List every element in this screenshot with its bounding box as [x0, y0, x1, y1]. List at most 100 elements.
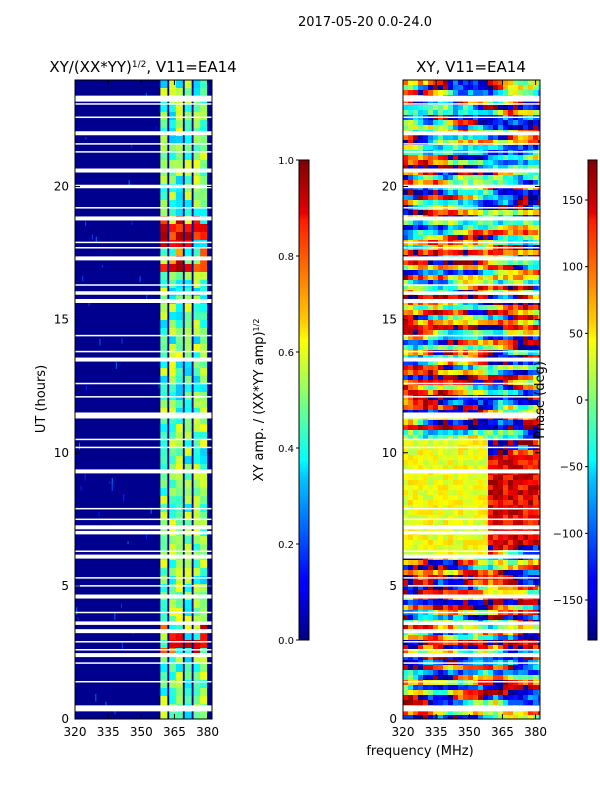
phase-cell	[458, 450, 464, 456]
phase-cell	[498, 320, 504, 326]
phase-cell	[408, 465, 414, 471]
phase-cell	[533, 350, 539, 356]
phase-cell	[533, 360, 539, 366]
phase-cell	[458, 490, 464, 496]
phase-cell	[483, 210, 489, 216]
amp-cell	[184, 440, 192, 449]
amp-gap	[75, 680, 212, 683]
amp-cell	[169, 232, 177, 241]
phase-cell	[443, 505, 449, 511]
phase-cell	[498, 510, 504, 516]
phase-cell	[423, 710, 429, 716]
phase-cell	[498, 85, 504, 91]
phase-cell	[463, 560, 469, 566]
phase-cell	[483, 635, 489, 641]
phase-cell	[438, 175, 444, 181]
phase-cell	[448, 600, 454, 606]
amp-cell	[193, 648, 201, 657]
phase-cell	[483, 485, 489, 491]
phase-cell	[408, 490, 414, 496]
amp-cell	[169, 344, 177, 353]
phase-cell	[503, 165, 509, 171]
phase-cell	[448, 160, 454, 166]
phase-cell	[408, 655, 414, 661]
phase-cell	[408, 105, 414, 111]
phase-cell	[473, 685, 479, 691]
phase-cell	[418, 435, 424, 441]
phase-cell	[503, 400, 509, 406]
phase-cell	[478, 175, 484, 181]
amp-cell	[184, 272, 192, 281]
phase-cell	[513, 650, 519, 656]
phase-cell	[458, 420, 464, 426]
phase-cell	[508, 135, 514, 141]
phase-cell	[418, 580, 424, 586]
phase-cell	[438, 420, 444, 426]
phase-cell	[493, 105, 499, 111]
amp-y-axis-label: UT (hours)	[34, 365, 49, 433]
phase-cell	[513, 420, 519, 426]
phase-cell	[513, 225, 519, 231]
phase-cell	[463, 280, 469, 286]
phase-cell	[538, 110, 540, 116]
phase-cell	[423, 190, 429, 196]
phase-cell	[538, 510, 540, 516]
phase-cell	[443, 475, 449, 481]
phase-cell	[503, 495, 509, 501]
phase-cell	[478, 380, 484, 386]
amp-cell	[175, 328, 183, 337]
phase-cell	[488, 330, 494, 336]
phase-cell	[443, 125, 449, 131]
phase-cell	[513, 480, 519, 486]
phase-cell	[453, 560, 459, 566]
phase-cell	[518, 380, 524, 386]
amp-gap	[75, 621, 212, 625]
phase-cell	[498, 670, 504, 676]
phase-gap	[403, 577, 540, 579]
phase-cell	[498, 650, 504, 656]
phase-cell	[438, 615, 444, 621]
phase-cell	[538, 645, 540, 651]
amp-cell	[160, 600, 168, 609]
phase-cell	[518, 440, 524, 446]
phase-cell	[483, 85, 489, 91]
phase-cell	[443, 250, 449, 256]
phase-cell	[498, 190, 504, 196]
phase-cell	[418, 545, 424, 551]
phase-cell	[433, 200, 439, 206]
phase-cell	[468, 635, 474, 641]
phase-cell	[453, 695, 459, 701]
amp-cell	[175, 368, 183, 377]
phase-cell	[478, 265, 484, 271]
phase-cell	[473, 135, 479, 141]
amp-cell	[200, 688, 208, 697]
phase-cell	[528, 235, 534, 241]
phase-cell	[428, 275, 434, 281]
amp-cell	[193, 112, 201, 121]
amp-cell	[175, 712, 183, 719]
phase-cell	[483, 260, 489, 266]
amp-cell	[184, 408, 192, 417]
phase-cell	[523, 665, 529, 671]
phase-cell	[538, 350, 540, 356]
phase-cell	[423, 145, 429, 151]
phase-cell	[433, 500, 439, 506]
phase-cell	[418, 225, 424, 231]
phase-cell	[403, 400, 409, 406]
phase-cell	[423, 450, 429, 456]
amp-cell	[169, 624, 177, 633]
phase-cell	[508, 465, 514, 471]
phase-cell	[508, 450, 514, 456]
phase-cell	[448, 200, 454, 206]
phase-cell	[468, 600, 474, 606]
amp-x-tick-label: 350	[130, 725, 153, 739]
phase-cell	[503, 520, 509, 526]
amp-cell	[160, 624, 168, 633]
phase-cell	[413, 540, 419, 546]
amp-y-tick-label: 0	[61, 712, 69, 726]
phase-cell	[483, 225, 489, 231]
phase-cell	[503, 510, 509, 516]
phase-cell	[418, 665, 424, 671]
phase-cell	[483, 600, 489, 606]
phase-cell	[463, 140, 469, 146]
